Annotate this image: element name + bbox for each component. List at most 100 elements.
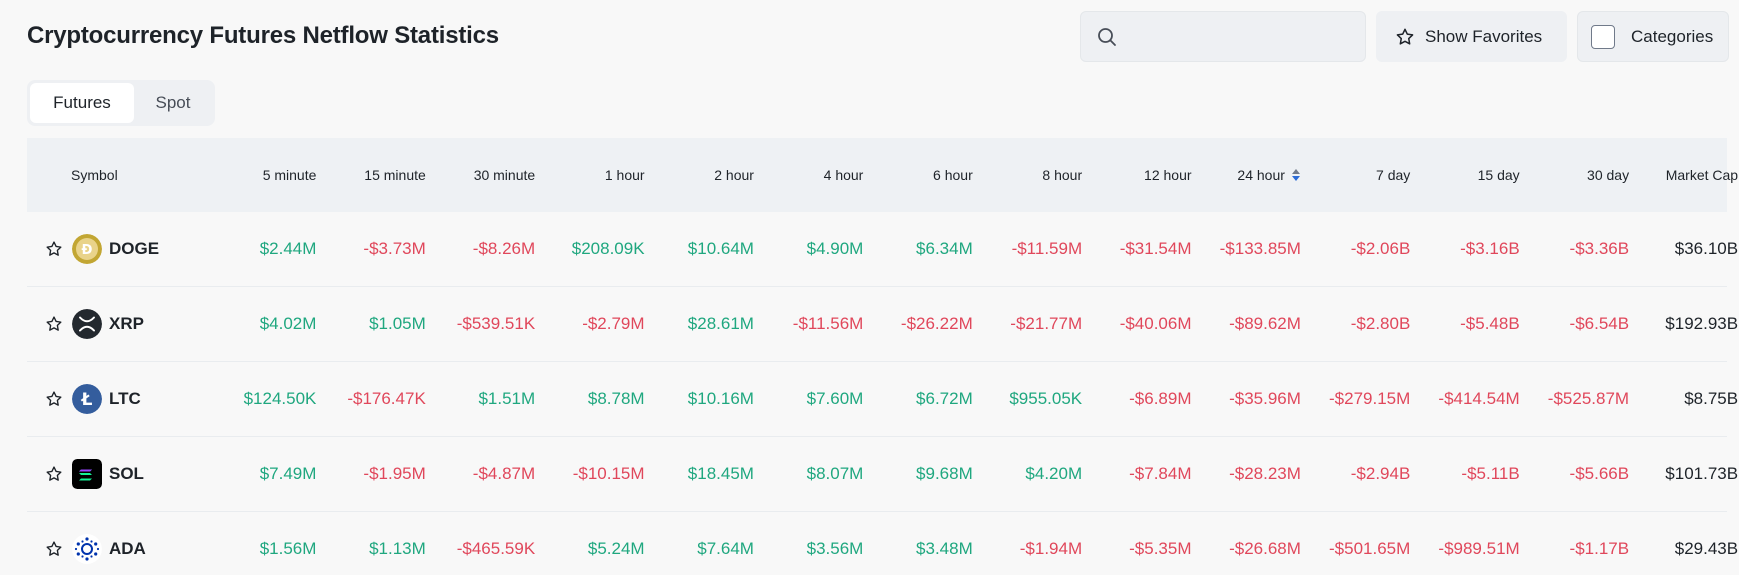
favorite-star-icon[interactable]	[45, 540, 63, 558]
netflow-value: -$5.66B	[1569, 464, 1630, 483]
symbol-cell: ADA	[27, 534, 207, 564]
column-header[interactable]: 7 day	[1376, 167, 1411, 183]
show-favorites-button[interactable]: Show Favorites	[1376, 11, 1567, 62]
netflow-value: -$89.62M	[1229, 314, 1301, 333]
column-header-market-cap[interactable]: Market Cap	[1665, 167, 1739, 183]
netflow-value: -$5.11B	[1461, 464, 1520, 483]
column-header[interactable]: 15 minute	[364, 167, 426, 183]
netflow-value: $1.13M	[369, 539, 426, 558]
table-row[interactable]: SOL $7.49M -$1.95M -$4.87M -$10.15M $18.45M $8…	[27, 437, 1738, 512]
column-header[interactable]: 8 hour	[1042, 167, 1083, 183]
search-box[interactable]	[1080, 11, 1366, 62]
netflow-value: $2.44M	[259, 239, 317, 258]
netflow-value: -$21.77M	[1010, 314, 1083, 333]
netflow-value: $18.45M	[687, 464, 754, 483]
favorite-star-icon[interactable]	[45, 240, 63, 258]
netflow-value: $208.09K	[571, 239, 645, 258]
column-header-label: 24 hour	[1237, 167, 1285, 183]
tab-spot[interactable]: Spot	[155, 93, 191, 112]
table-row[interactable]: ADA $1.56M $1.13M -$465.59K $5.24M $7.64M $3.5…	[27, 512, 1738, 575]
market-cap-value: $36.10B	[1674, 239, 1739, 258]
market-cap-value: $29.43B	[1674, 539, 1739, 558]
netflow-value: -$525.87M	[1547, 389, 1630, 408]
svg-text:Ł: Ł	[81, 390, 93, 410]
netflow-value: $9.68M	[916, 464, 973, 483]
column-header[interactable]: 1 hour	[604, 167, 645, 183]
table-row[interactable]: Ð DOGE $2.44M -$3.73M -$8.26M $208.09K $10.64M…	[27, 212, 1738, 287]
market-cap-value: $101.73B	[1665, 464, 1739, 483]
netflow-value: $124.50K	[243, 389, 317, 408]
favorite-star-icon[interactable]	[45, 465, 63, 483]
star-icon	[1396, 28, 1414, 45]
netflow-value: $4.20M	[1025, 464, 1083, 483]
netflow-value: -$1.17B	[1569, 539, 1630, 558]
categories-checkbox[interactable]	[1591, 24, 1615, 49]
symbol-label[interactable]: SOL	[109, 464, 144, 483]
netflow-value: -$7.84M	[1129, 464, 1192, 483]
symbol-label[interactable]: LTC	[109, 389, 141, 408]
netflow-value: -$2.94B	[1350, 464, 1411, 483]
column-header[interactable]: 2 hour	[714, 167, 754, 183]
netflow-value: $7.64M	[697, 539, 754, 558]
symbol-cell: Ł LTC	[27, 384, 207, 414]
column-header[interactable]: 24 hour	[1192, 167, 1301, 183]
column-header[interactable]: 12 hour	[1144, 167, 1192, 183]
symbol-label[interactable]: ADA	[109, 539, 146, 558]
search-input[interactable]	[1127, 20, 1357, 54]
ada-coin-icon	[72, 534, 102, 564]
column-header[interactable]: 30 minute	[473, 167, 536, 183]
table-row[interactable]: XRP $4.02M $1.05M -$539.51K -$2.79M $28.61M -$…	[27, 287, 1738, 362]
netflow-value: $6.34M	[916, 239, 973, 258]
netflow-value: -$10.15M	[572, 464, 645, 483]
xrp-coin-icon	[72, 309, 102, 339]
column-header[interactable]: 6 hour	[933, 167, 973, 183]
netflow-value: -$31.54M	[1119, 239, 1192, 258]
netflow-value: $7.60M	[806, 389, 864, 408]
netflow-table: Symbol 5 minute 15 minute 30 minute 1 hour 2 …	[27, 138, 1738, 575]
netflow-value: -$8.26M	[472, 239, 536, 258]
table-body: Ð DOGE $2.44M -$3.73M -$8.26M $208.09K $10.64M…	[27, 212, 1738, 575]
market-type-tabs: Futures Spot	[27, 80, 215, 126]
netflow-value: -$989.51M	[1438, 539, 1520, 558]
column-header[interactable]: 5 minute	[262, 167, 317, 183]
netflow-value: -$26.68M	[1229, 539, 1301, 558]
netflow-value: -$465.59K	[456, 539, 536, 558]
column-header[interactable]: 30 day	[1587, 167, 1630, 183]
categories-button[interactable]: Categories	[1577, 11, 1729, 62]
netflow-value: -$2.06B	[1350, 239, 1411, 258]
doge-coin-icon: Ð	[72, 234, 102, 264]
show-favorites-label: Show Favorites	[1425, 26, 1543, 46]
sol-coin-icon	[72, 459, 102, 489]
categories-label: Categories	[1631, 26, 1714, 46]
netflow-value: $5.24M	[587, 539, 645, 558]
search-icon	[1098, 28, 1116, 46]
netflow-value: -$176.47K	[347, 389, 426, 408]
tab-futures[interactable]: Futures	[30, 83, 134, 123]
netflow-value: $7.49M	[259, 464, 317, 483]
netflow-value: -$1.95M	[363, 464, 426, 483]
column-header[interactable]: 4 hour	[823, 167, 864, 183]
market-cap-value: $192.93B	[1665, 314, 1739, 333]
table-row[interactable]: Ł LTC $124.50K -$176.47K $1.51M $8.78M $10.16M…	[27, 362, 1738, 437]
favorite-star-icon[interactable]	[45, 390, 63, 408]
table-header: Symbol 5 minute 15 minute 30 minute 1 hour 2 …	[27, 138, 1738, 212]
symbol-cell: Ð DOGE	[27, 234, 207, 264]
netflow-value: -$133.85M	[1219, 239, 1301, 258]
netflow-value: -$35.96M	[1229, 389, 1301, 408]
netflow-value: -$2.80B	[1350, 314, 1411, 333]
netflow-value: -$5.35M	[1129, 539, 1192, 558]
netflow-value: $3.48M	[916, 539, 973, 558]
symbol-label[interactable]: XRP	[109, 314, 144, 333]
netflow-value: $10.16M	[687, 389, 754, 408]
netflow-value: -$501.65M	[1329, 539, 1411, 558]
netflow-value: -$11.59M	[1011, 239, 1083, 258]
netflow-value: -$6.54B	[1569, 314, 1630, 333]
symbol-label[interactable]: DOGE	[109, 239, 160, 258]
netflow-value: $10.64M	[687, 239, 754, 258]
favorite-star-icon[interactable]	[45, 315, 63, 333]
sort-icon[interactable]	[1291, 168, 1301, 182]
column-header[interactable]: 15 day	[1477, 167, 1520, 183]
netflow-value: -$28.23M	[1229, 464, 1301, 483]
svg-text:Ð: Ð	[82, 243, 93, 258]
netflow-value: $8.78M	[587, 389, 645, 408]
